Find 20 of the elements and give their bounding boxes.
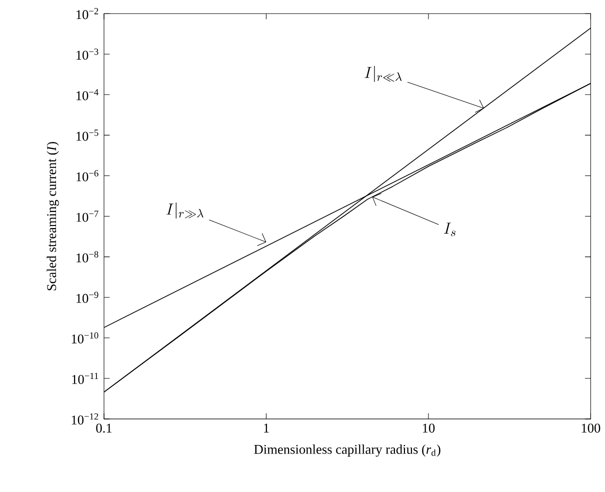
y-tick-label: 10$^{−4}$ (76, 89, 98, 100)
annotation: $I|_{r\ll\lambda}$ (364, 66, 402, 82)
y-tick-label: 10$^{−9}$ (76, 292, 98, 303)
x-tick-label: 0.1 (96, 424, 112, 433)
x-tick-label: 100 (582, 424, 600, 433)
y-tick-label: 10$^{−5}$ (76, 130, 98, 141)
x-tick-label: 1 (264, 424, 269, 432)
y-tick-label: 10$^{−10}$ (72, 332, 98, 344)
y-tick-label: 10$^{−12}$ (72, 413, 98, 425)
x-axis-title: Dimensionless capillary radius (r$_{d}$) (254, 444, 440, 457)
annotation: $I_s$ (444, 222, 456, 236)
y-tick-label: 10$^{−3}$ (76, 48, 98, 60)
y-tick-label: 10$^{−6}$ (76, 170, 98, 182)
y-tick-label: 10$^{−2}$ (76, 8, 98, 20)
y-tick-label: 10$^{−7}$ (76, 210, 98, 222)
annotation: $I|_{r\gg\lambda}$ (166, 202, 204, 219)
x-tick-label: 10 (422, 424, 435, 433)
y-tick-label: 10$^{−8}$ (76, 251, 98, 262)
y-tick-label: 10$^{−11}$ (72, 372, 98, 384)
y-axis-title: Scaled streaming current (I) (46, 142, 59, 290)
